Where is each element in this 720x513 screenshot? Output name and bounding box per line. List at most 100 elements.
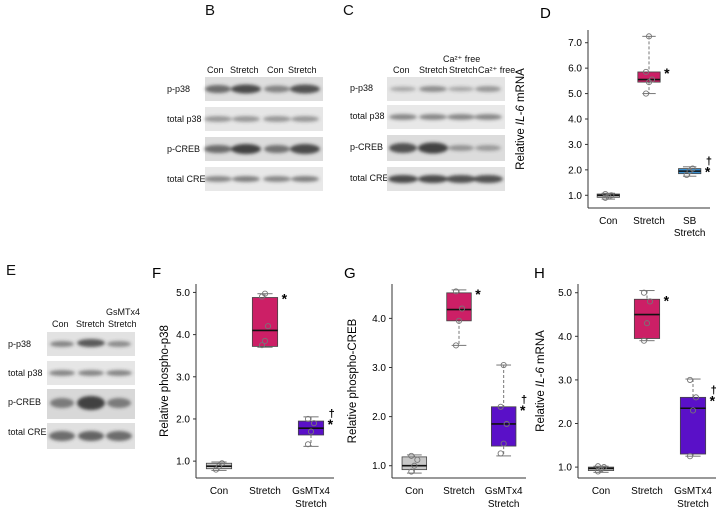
y-tick-label: 7.0: [568, 38, 582, 49]
data-point: [212, 466, 220, 473]
significance-dagger: †: [711, 384, 717, 396]
lane-label: Con: [393, 65, 410, 75]
y-axis-label: Relative phospho-p38: [159, 325, 171, 437]
data-point: [689, 165, 696, 172]
lane-label: Ca²⁺ free: [478, 65, 516, 75]
data-point: [455, 317, 463, 324]
significance-dagger: †: [521, 394, 527, 406]
y-axis-label: Relative IL-6 mRNA: [535, 330, 547, 432]
row-label: total p38: [8, 368, 43, 378]
data-point: [500, 440, 507, 447]
blot-b-image: [204, 77, 323, 191]
box: [446, 292, 472, 322]
y-tick-label: 3.0: [568, 140, 582, 151]
data-point: [258, 342, 266, 349]
significance-mark: *: [475, 286, 481, 302]
data-point: [411, 462, 418, 469]
panel-letter: H: [534, 265, 545, 282]
data-point: [304, 415, 312, 423]
row-label: p-p38: [8, 339, 32, 349]
y-tick-label: 2.0: [558, 419, 572, 430]
x-category-label: Con: [210, 486, 228, 497]
lane-label: Con: [207, 65, 224, 75]
y-tick-label: 3.0: [176, 372, 190, 383]
data-point: [692, 394, 700, 401]
lane-label: Con: [267, 65, 284, 75]
lane-label: GsMTx4: [106, 307, 141, 317]
data-point: [408, 452, 415, 459]
data-point: [645, 33, 653, 40]
y-tick-label: 5.0: [568, 89, 582, 100]
data-point: [414, 456, 421, 463]
y-tick-label: 1.0: [372, 461, 386, 472]
lane-label: Stretch: [449, 65, 478, 75]
data-point: [642, 90, 650, 97]
lane-header: Ca²⁺ free: [443, 54, 481, 64]
panel-letter: F: [152, 265, 161, 282]
data-point: [683, 171, 690, 178]
significance-dagger: †: [329, 408, 335, 420]
chart-h: H 1.0 2.0 3.0 4.0 5.0 Relative IL-6 mRNA Con Str…: [534, 265, 717, 510]
data-point: [452, 342, 460, 349]
data-point: [600, 464, 608, 471]
data-point: [602, 194, 609, 201]
y-tick-label: 4.0: [372, 314, 386, 325]
chart-f: F 1.0 2.0 3.0 4.0 5.0 Relative phospho-p38 Con S…: [152, 265, 335, 510]
blot-c-image: [387, 77, 505, 191]
data-point: [261, 337, 269, 344]
y-tick-label: 1.0: [568, 191, 582, 202]
data-point: [640, 337, 648, 344]
y-axis-label: Relative phospho-CREB: [347, 318, 359, 443]
row-label: total p38: [350, 111, 385, 121]
lane-label: Stretch: [419, 65, 448, 75]
x-category-label: GsMTx4: [292, 486, 330, 497]
chart-g: G 1.0 2.0 3.0 4.0 Relative phospho-CREB Con Str…: [344, 265, 527, 510]
data-point: [640, 289, 648, 296]
y-tick-label: 5.0: [176, 288, 190, 299]
row-label: total p38: [167, 114, 202, 124]
x-category-label: Con: [405, 486, 423, 497]
significance-mark: *: [328, 416, 334, 432]
lane-label: Stretch: [230, 65, 259, 75]
panel-letter-e: E: [6, 262, 17, 279]
significance-mark: *: [705, 164, 711, 180]
row-label: p-CREB: [8, 397, 42, 407]
x-category-sublabel: Stretch: [488, 499, 520, 510]
row-label: p-CREB: [167, 144, 201, 154]
data-point: [497, 403, 504, 410]
y-axis-label: Relative IL-6 mRNA: [515, 68, 527, 170]
panel-letter-b: B: [205, 2, 216, 19]
y-tick-label: 4.0: [558, 332, 572, 343]
x-category-label: Stretch: [443, 486, 475, 497]
x-category-label: Stretch: [633, 216, 665, 227]
box: [490, 406, 517, 447]
box: [633, 298, 661, 339]
x-category-label: Stretch: [249, 486, 281, 497]
data-point: [686, 376, 694, 383]
data-point: [261, 290, 269, 297]
x-category-label: Con: [592, 486, 610, 497]
y-tick-label: 4.0: [176, 330, 190, 341]
data-point: [602, 190, 609, 198]
data-point: [503, 420, 510, 428]
x-category-label: GsMTx4: [674, 486, 712, 497]
x-category-sublabel: Stretch: [677, 499, 709, 510]
x-category-label: Con: [599, 216, 617, 227]
data-point: [500, 361, 507, 369]
western-blot-e: Con Stretch GsMTx4 Stretch p-p38 total p…: [0, 305, 140, 455]
data-point: [686, 453, 694, 460]
data-point: [458, 305, 466, 312]
data-point: [643, 320, 651, 327]
row-label: p-p38: [350, 83, 374, 93]
box: [637, 71, 661, 83]
y-tick-label: 6.0: [568, 64, 582, 75]
y-tick-label: 1.0: [176, 457, 190, 468]
data-point: [408, 468, 415, 475]
y-tick-label: 2.0: [176, 414, 190, 425]
lane-label: Stretch: [76, 319, 105, 329]
data-point: [264, 323, 272, 330]
data-point: [307, 428, 315, 435]
data-point: [310, 420, 318, 427]
lane-label: Stretch: [108, 319, 137, 329]
box: [251, 297, 279, 347]
